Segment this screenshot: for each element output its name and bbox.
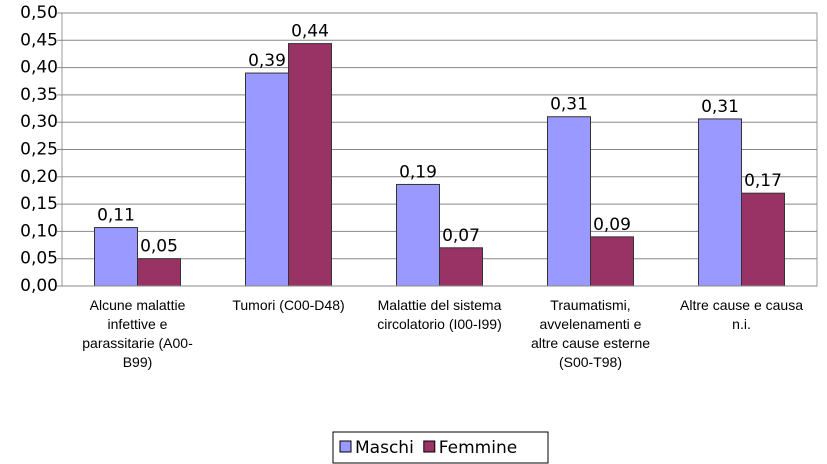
- data-label: 0,07: [442, 226, 480, 246]
- y-tick-label: 0,25: [20, 140, 58, 160]
- legend-label: Maschi: [355, 438, 414, 458]
- data-label: 0,39: [248, 51, 286, 71]
- y-tick-label: 0,45: [20, 30, 58, 50]
- data-label: 0,11: [97, 206, 135, 226]
- y-tick-label: 0,20: [20, 167, 58, 187]
- bar: [396, 183, 440, 287]
- y-tick-label: 0,40: [20, 58, 58, 78]
- data-label: 0,44: [291, 22, 329, 42]
- x-tick-label: Traumatismi, avvelenamenti e altre cause…: [530, 297, 651, 370]
- bar: [288, 43, 332, 287]
- data-label: 0,19: [399, 162, 437, 182]
- legend-box: [332, 431, 549, 464]
- y-tick-label: 0,05: [20, 249, 58, 269]
- bar: [137, 258, 181, 287]
- data-label: 0,31: [701, 97, 739, 117]
- data-label: 0,05: [140, 237, 178, 257]
- bar: [439, 247, 483, 287]
- bar: [547, 116, 591, 287]
- y-tick-label: 0,30: [20, 112, 58, 132]
- data-label: 0,31: [550, 95, 588, 115]
- bar: [741, 192, 785, 287]
- bar: [245, 72, 289, 287]
- y-tick-label: 0,15: [20, 194, 58, 214]
- x-tick-label: Altre cause e causa n.i.: [680, 297, 803, 332]
- y-tick-label: 0,50: [20, 3, 58, 23]
- y-tick-label: 0,00: [20, 276, 58, 296]
- legend-label: Femmine: [439, 438, 517, 458]
- bar: [698, 118, 742, 287]
- bar: [94, 227, 138, 287]
- legend-swatch: [423, 440, 436, 453]
- x-tick-label: Alcune malattie infettive e parassitarie…: [82, 297, 193, 370]
- x-tick-label: Tumori (C00-D48): [232, 297, 345, 313]
- x-tick-label: Malattie del sistema circolatorio (I00-I…: [377, 297, 502, 332]
- data-label: 0,17: [744, 171, 782, 191]
- data-label: 0,09: [593, 215, 631, 235]
- y-tick-label: 0,35: [20, 85, 58, 105]
- legend-swatch: [339, 440, 352, 453]
- y-tick-label: 0,10: [20, 221, 58, 241]
- bar: [590, 236, 634, 287]
